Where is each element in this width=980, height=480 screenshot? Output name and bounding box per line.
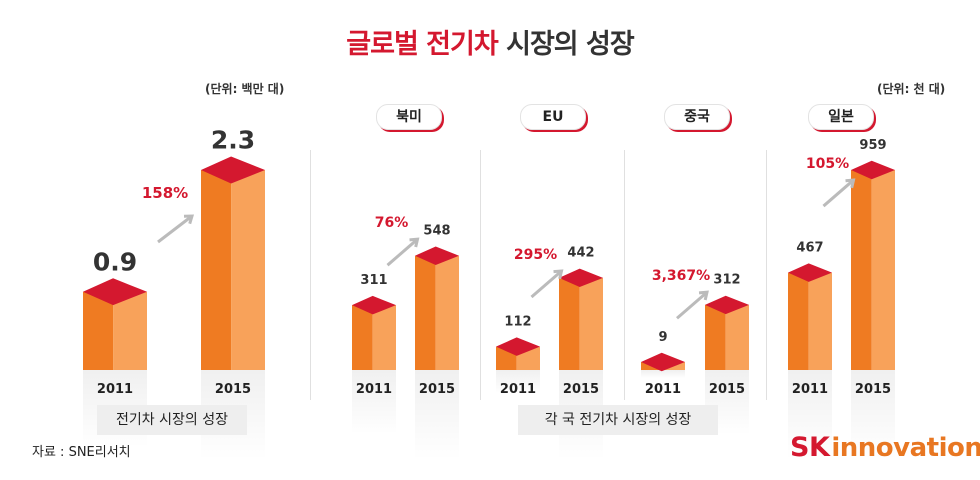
region3-bar-1-side [725, 304, 749, 370]
region2-bar-1-top [559, 268, 603, 288]
global-bar-1-top [201, 156, 265, 184]
region2-value-label-0: 112 [504, 314, 531, 329]
global-growth-arrow [157, 214, 193, 244]
source-note: 자료 : SNE리서치 [32, 445, 131, 460]
right-caption: 각 국 전기차 시장의 성장 [518, 405, 718, 435]
region4-bar-1-front [851, 170, 872, 370]
region1-growth-arrow-head [409, 237, 420, 248]
region2-bar-1-front [559, 277, 580, 370]
region-pill-0: 북미 [376, 104, 442, 130]
bar-reflection [352, 370, 396, 435]
region1-year-label-0: 2011 [356, 382, 392, 397]
region4-growth-arrow [822, 178, 855, 208]
region4-growth-arrow-head [845, 178, 856, 189]
region3-value-label-0: 9 [658, 330, 667, 345]
global-bar-1-front [201, 170, 232, 370]
region3-growth-label: 3,367% [652, 268, 710, 284]
global-value-label-0: 0.9 [93, 247, 137, 276]
region2-growth-label: 295% [514, 247, 557, 263]
region1-value-label-0: 311 [360, 273, 387, 288]
logo-text: innovation [831, 433, 980, 463]
region3-year-label-1: 2015 [709, 382, 745, 397]
divider-line [766, 150, 767, 400]
region-pill-3: 일본 [808, 104, 874, 130]
bar-reflection [788, 370, 832, 460]
region4-year-label-0: 2011 [792, 382, 828, 397]
region4-bar-0-side [808, 272, 832, 370]
region1-value-label-1: 548 [423, 223, 450, 238]
left-caption: 전기차 시장의 성장 [97, 405, 247, 435]
region1-bar-1-front [415, 255, 436, 370]
region4-value-label-0: 467 [796, 240, 823, 255]
global-value-label-1: 2.3 [211, 126, 255, 155]
divider-line [310, 150, 311, 400]
region3-year-label-0: 2011 [645, 382, 681, 397]
region2-growth-arrow-head [553, 269, 564, 280]
region1-bar-1-side [435, 255, 459, 370]
global-bar-0-top [83, 278, 147, 306]
region2-year-label-0: 2011 [500, 382, 536, 397]
bar-reflection [641, 370, 685, 378]
global-year-label-0: 2011 [97, 382, 133, 397]
global-bar-0-front [83, 291, 114, 370]
region3-bar-1-front [705, 304, 726, 370]
region1-bar-1-top [415, 246, 459, 265]
region4-bar-1-side [871, 170, 895, 370]
region4-bar-0-top [788, 263, 832, 282]
region3-growth-arrow [676, 291, 708, 320]
region1-growth-label: 76% [375, 215, 409, 231]
title-highlight: 글로벌 전기차 [346, 29, 498, 60]
global-bar-1-side [231, 170, 265, 370]
region3-growth-arrow-head [698, 290, 709, 301]
region1-bar-0-side [372, 305, 396, 370]
region3-value-label-1: 312 [713, 273, 740, 288]
region2-year-label-1: 2015 [563, 382, 599, 397]
divider-line [624, 150, 625, 400]
divider-line [480, 150, 481, 400]
region3-bar-1-top [705, 295, 749, 315]
region4-year-label-1: 2015 [855, 382, 891, 397]
region3-bar-0-top [641, 352, 685, 372]
logo-sk: SK [790, 432, 830, 463]
region4-growth-label: 105% [806, 156, 849, 172]
bar-reflection [415, 370, 459, 460]
global-growth-label: 158% [142, 184, 188, 202]
global-year-label-1: 2015 [215, 382, 251, 397]
region2-value-label-1: 442 [567, 246, 594, 261]
region2-bar-1-side [579, 277, 603, 370]
region-pill-1: EU [520, 104, 586, 130]
region1-growth-arrow [386, 238, 419, 267]
left-unit-label: (단위: 백만 대) [205, 82, 285, 96]
region1-bar-0-top [352, 295, 396, 315]
region4-bar-0-front [788, 272, 809, 370]
page-title: 글로벌 전기차 시장의 성장 [0, 22, 980, 61]
global-growth-arrow-head [183, 214, 195, 225]
global-bar-0-side [113, 291, 147, 370]
region2-growth-arrow [530, 269, 563, 299]
bar-reflection [496, 370, 540, 394]
bar-reflection [851, 370, 895, 460]
region1-year-label-1: 2015 [419, 382, 455, 397]
title-rest: 시장의 성장 [497, 29, 635, 60]
region4-bar-1-top [851, 160, 895, 180]
region4-value-label-1: 959 [859, 138, 886, 153]
sk-innovation-logo: SKinnovation [790, 432, 980, 463]
region-pill-2: 중국 [664, 104, 730, 130]
region2-bar-0-top [496, 337, 540, 356]
right-unit-label: (단위: 천 대) [877, 82, 946, 96]
region1-bar-0-front [352, 305, 373, 370]
